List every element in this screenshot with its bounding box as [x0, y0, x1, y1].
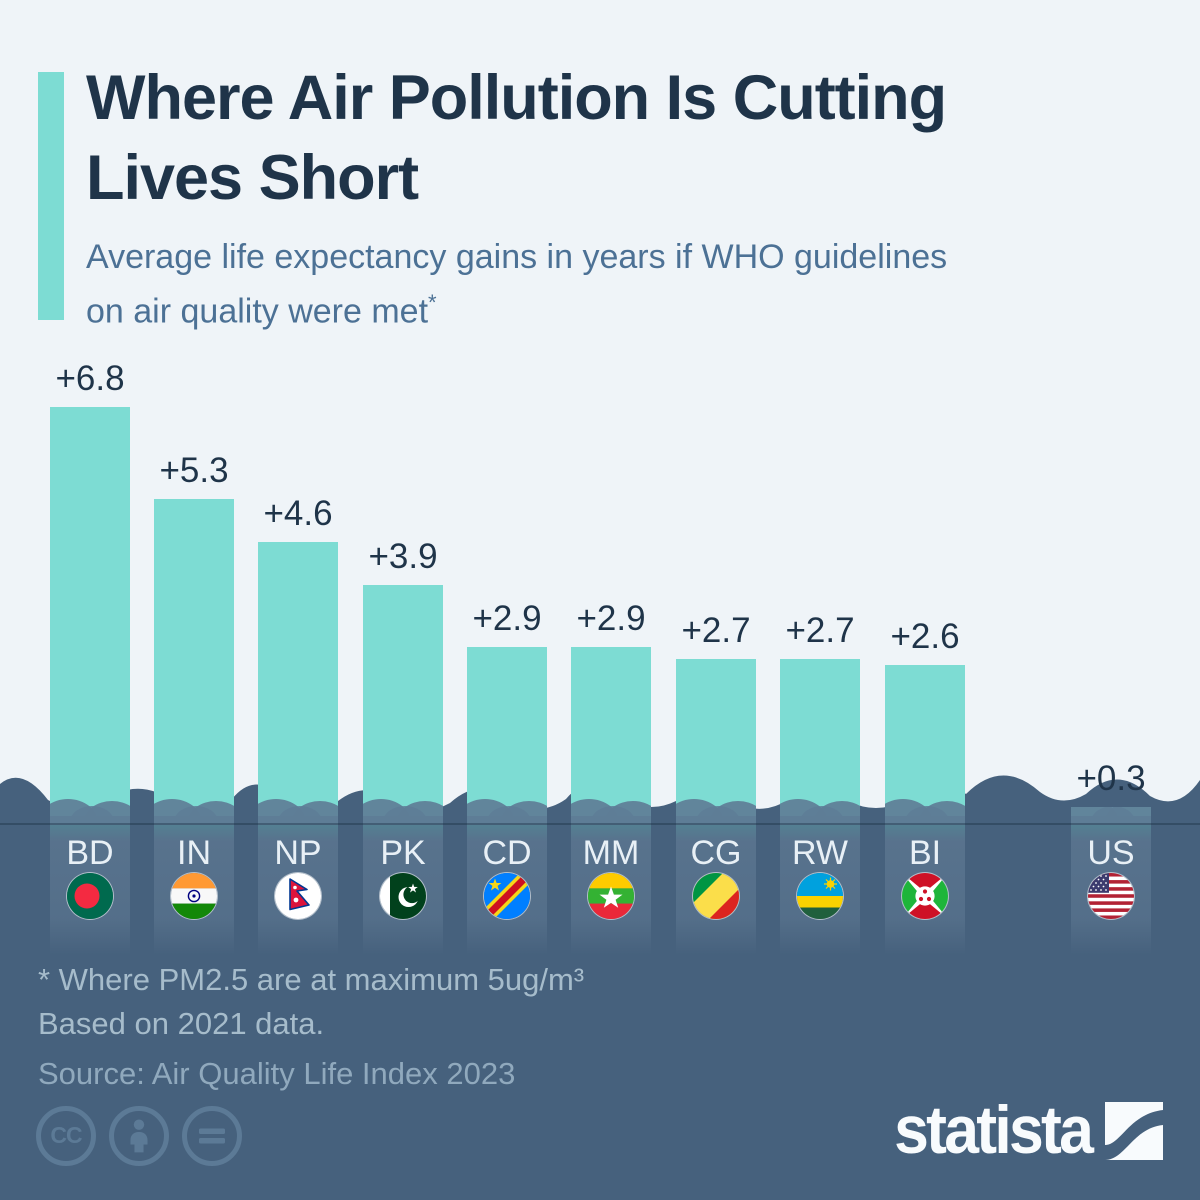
country-code-label: IN	[177, 834, 211, 872]
page-subtitle: Average life expectancy gains in years i…	[86, 235, 1166, 334]
bar-value-label: +2.9	[472, 599, 542, 638]
statista-logo-text: statista	[894, 1092, 1094, 1168]
title-line2: Lives Short	[86, 143, 419, 213]
bar-wave-decoration	[363, 816, 443, 825]
footnote-line2: Based on 2021 data.	[38, 1006, 325, 1041]
bar-group-india: +5.3 IN	[154, 0, 234, 1200]
country-code-label: BI	[908, 834, 942, 872]
bar-group-united-states: +0.3 US	[1071, 0, 1151, 1200]
page-title: Where Air Pollution Is Cutting Lives Shor…	[86, 58, 1166, 218]
flag-bangladesh-icon	[67, 873, 113, 919]
bar-group-bangladesh: +6.8 BD	[50, 0, 130, 1200]
bar-wave-decoration	[50, 816, 130, 825]
flag-burundi-icon	[902, 873, 948, 919]
country-code-label: CG	[690, 834, 742, 872]
attribution-icon	[109, 1106, 169, 1166]
bar-underwater-column: CD	[467, 825, 547, 955]
footnote-line1: * Where PM2.5 are at maximum 5ug/m³	[38, 962, 585, 997]
bar-underwater-column: MM	[571, 825, 651, 955]
bar-burundi	[885, 665, 965, 825]
bar-dr-congo	[467, 647, 547, 825]
bar-underwater-column: CG	[676, 825, 756, 955]
flag-rwanda-icon	[797, 873, 843, 919]
subtitle-line1: Average life expectancy gains in years i…	[86, 238, 948, 276]
bar-value-label: +0.3	[1076, 759, 1146, 798]
bar-underwater-column: RW	[780, 825, 860, 955]
footnote-marker: *	[428, 290, 437, 315]
no-derivatives-icon	[182, 1106, 242, 1166]
bar-value-label: +2.9	[576, 599, 646, 638]
bar-value-label: +2.6	[890, 617, 960, 656]
title-line1: Where Air Pollution Is Cutting	[86, 63, 947, 133]
bar-myanmar	[571, 647, 651, 825]
bar-congo	[676, 659, 756, 825]
title-accent-bar	[38, 72, 64, 320]
creative-commons-badges: CC	[36, 1106, 242, 1166]
bar-wave-decoration	[676, 816, 756, 825]
flag-myanmar-icon	[588, 873, 634, 919]
bar-wave-decoration	[258, 816, 338, 825]
subtitle-line2: on air quality were met	[86, 292, 429, 331]
country-code-label: US	[1087, 834, 1135, 872]
country-code-label: PK	[380, 834, 426, 872]
bar-underwater-column: NP	[258, 825, 338, 955]
flag-india-icon	[171, 873, 217, 919]
bar-underwater-column: US	[1071, 825, 1151, 955]
source-text: Source: Air Quality Life Index 2023	[38, 1056, 516, 1091]
flag-pakistan-icon	[380, 873, 426, 919]
country-code-label: NP	[274, 834, 322, 872]
country-code-label: MM	[582, 834, 640, 872]
country-code-label: CD	[482, 834, 532, 872]
bar-value-label: +4.6	[263, 494, 333, 533]
bar-wave-decoration	[571, 816, 651, 825]
bar-wave-decoration	[154, 816, 234, 825]
bar-wave-decoration	[1071, 816, 1151, 825]
bar-underwater-column: BD	[50, 825, 130, 955]
statista-branding: statista	[877, 1092, 1163, 1168]
bar-value-label: +3.9	[368, 537, 438, 576]
bar-value-label: +6.8	[55, 359, 125, 398]
flag-united-states-icon	[1088, 873, 1134, 919]
statista-logo-icon	[1105, 1102, 1163, 1165]
bar-bangladesh	[50, 407, 130, 825]
bar-group-nepal: +4.6 NP	[258, 0, 338, 1200]
bar-nepal	[258, 542, 338, 825]
bar-underwater-column: BI	[885, 825, 965, 955]
waterline-divider	[0, 823, 1200, 825]
cc-icon: CC	[36, 1106, 96, 1166]
bar-wave-decoration	[467, 816, 547, 825]
bar-group-myanmar: +2.9 MM	[571, 0, 651, 1200]
country-code-label: RW	[791, 834, 849, 872]
bar-group-pakistan: +3.9 PK	[363, 0, 443, 1200]
bar-wave-decoration	[885, 816, 965, 825]
flag-dr-congo-icon	[484, 873, 530, 919]
bar-value-label: +2.7	[681, 611, 751, 650]
bar-rwanda	[780, 659, 860, 825]
bar-group-congo: +2.7 CG	[676, 0, 756, 1200]
bar-pakistan	[363, 585, 443, 825]
bar-wave-decoration	[780, 816, 860, 825]
bar-underwater-column: PK	[363, 825, 443, 955]
bar-united-states	[1071, 807, 1151, 825]
bar-india	[154, 499, 234, 825]
flag-nepal-icon	[275, 873, 321, 919]
bar-underwater-column: IN	[154, 825, 234, 955]
bar-value-label: +5.3	[159, 451, 229, 490]
bar-group-burundi: +2.6 BI	[885, 0, 965, 1200]
country-code-label: BD	[66, 834, 114, 872]
flag-congo-icon	[693, 873, 739, 919]
bar-group-dr-congo: +2.9 CD	[467, 0, 547, 1200]
bar-group-rwanda: +2.7 RW	[780, 0, 860, 1200]
bar-value-label: +2.7	[785, 611, 855, 650]
